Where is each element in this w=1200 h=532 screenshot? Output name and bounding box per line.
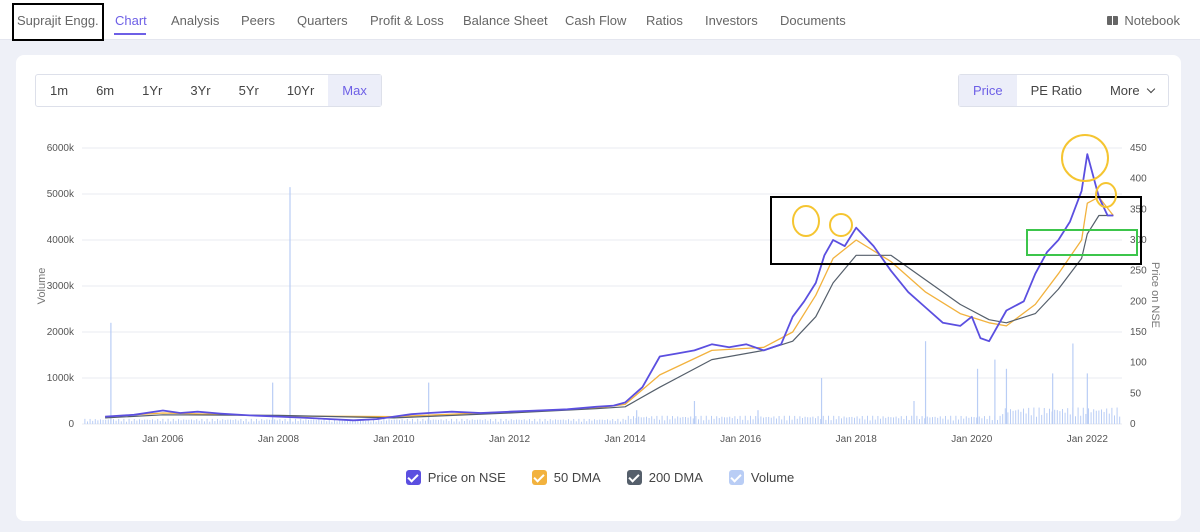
notebook-label: Notebook — [1124, 13, 1180, 28]
legend-label: 50 DMA — [553, 470, 601, 485]
tab-profit-loss[interactable]: Profit & Loss — [370, 13, 444, 28]
active-tab-indicator — [114, 33, 146, 35]
x-axis-ticks: Jan 2006 Jan 2008 Jan 2010 Jan 2012 Jan 2014… — [142, 434, 1108, 445]
x-tick-label: Jan 2020 — [951, 434, 993, 445]
checkbox-icon — [728, 470, 744, 485]
x-tick-label: Jan 2022 — [1067, 434, 1109, 445]
right-tick-label: 450 — [1130, 143, 1147, 154]
left-tick-label: 4000k — [47, 235, 75, 246]
x-tick-label: Jan 2018 — [836, 434, 878, 445]
x-tick-label: Jan 2012 — [489, 434, 531, 445]
chart-mode-selector: Price PE Ratio More — [958, 74, 1169, 107]
left-axis-title: Volume — [36, 268, 48, 305]
dma200-line — [105, 214, 1114, 419]
dma50-line — [105, 196, 1114, 418]
period-5yr[interactable]: 5Yr — [238, 83, 259, 98]
left-tick-label: 6000k — [47, 143, 75, 154]
left-tick-label: 3000k — [47, 281, 75, 292]
left-axis-ticks: 0 1000k 2000k 3000k 4000k 5000k 6000k — [47, 143, 75, 430]
right-axis-ticks: 0 50 100 150 200 250 300 350 400 450 — [1130, 143, 1147, 430]
top-navigation: Suprajit Engg. Chart Analysis Peers Quar… — [0, 0, 1200, 41]
right-tick-label: 150 — [1130, 327, 1147, 338]
notebook-link[interactable]: Notebook — [1107, 13, 1180, 28]
tab-investors[interactable]: Investors — [705, 13, 758, 28]
right-tick-label: 50 — [1130, 388, 1142, 399]
left-tick-label: 5000k — [47, 189, 75, 200]
left-tick-label: 0 — [68, 419, 74, 430]
price-line — [105, 153, 1114, 422]
grid-lines — [82, 147, 1122, 425]
tab-quarters[interactable]: Quarters — [297, 13, 348, 28]
period-max[interactable]: Max — [328, 75, 381, 106]
right-tick-label: 400 — [1130, 174, 1147, 185]
legend-label: Volume — [750, 470, 795, 485]
legend-volume[interactable]: Volume — [728, 470, 795, 485]
annotation-circle-2 — [829, 213, 853, 237]
annotation-black-box — [770, 196, 1142, 265]
annotation-circle-1 — [792, 205, 820, 237]
tab-chart[interactable]: Chart — [115, 13, 147, 28]
period-3yr[interactable]: 3Yr — [190, 83, 211, 98]
mode-pe-ratio[interactable]: PE Ratio — [1030, 83, 1082, 98]
x-tick-label: Jan 2006 — [142, 434, 184, 445]
tab-peers[interactable]: Peers — [241, 13, 275, 28]
checkbox-icon — [405, 470, 421, 485]
x-tick-label: Jan 2008 — [258, 434, 300, 445]
x-tick-label: Jan 2010 — [373, 434, 415, 445]
period-1m[interactable]: 1m — [50, 83, 69, 98]
tab-ratios[interactable]: Ratios — [646, 13, 683, 28]
company-name[interactable]: Suprajit Engg. — [12, 3, 104, 41]
x-tick-label: Jan 2014 — [605, 434, 647, 445]
tab-analysis[interactable]: Analysis — [171, 13, 220, 28]
chart-legend: Price on NSE 50 DMA 200 DMA Volume — [0, 470, 1200, 485]
left-tick-label: 2000k — [47, 327, 75, 338]
right-tick-label: 350 — [1130, 204, 1147, 215]
more-label: More — [1109, 83, 1140, 98]
period-1yr[interactable]: 1Yr — [142, 83, 163, 98]
right-tick-label: 0 — [1130, 419, 1136, 430]
legend-price[interactable]: Price on NSE — [405, 470, 506, 485]
right-tick-label: 300 — [1130, 235, 1147, 246]
annotation-green-box — [1026, 229, 1138, 256]
checkbox-icon — [531, 470, 547, 485]
legend-label: 200 DMA — [648, 470, 703, 485]
tab-balance-sheet[interactable]: Balance Sheet — [463, 13, 548, 28]
tab-cash-flow[interactable]: Cash Flow — [565, 13, 627, 28]
period-selector: 1m 6m 1Yr 3Yr 5Yr 10Yr Max — [35, 74, 382, 107]
book-icon — [1107, 16, 1119, 25]
series-lines — [105, 153, 1114, 422]
mode-price[interactable]: Price — [959, 75, 1017, 106]
tab-documents[interactable]: Documents — [780, 13, 846, 28]
legend-50dma[interactable]: 50 DMA — [531, 470, 601, 485]
annotation-circle-3 — [1061, 134, 1109, 182]
chart-card — [16, 55, 1181, 521]
period-10yr[interactable]: 10Yr — [286, 83, 315, 98]
x-tick-label: Jan 2016 — [720, 434, 762, 445]
right-tick-label: 100 — [1130, 358, 1147, 369]
left-tick-label: 1000k — [47, 373, 75, 384]
checkbox-icon — [626, 470, 642, 485]
right-tick-label: 250 — [1130, 266, 1147, 277]
period-6m[interactable]: 6m — [96, 83, 115, 98]
legend-label: Price on NSE — [427, 470, 506, 485]
mode-more[interactable]: More — [1096, 75, 1168, 106]
annotation-circle-4 — [1095, 182, 1117, 208]
right-axis-title: Price on NSE — [1149, 262, 1161, 328]
right-tick-label: 200 — [1130, 296, 1147, 307]
legend-200dma[interactable]: 200 DMA — [626, 470, 703, 485]
volume-bars — [84, 187, 1121, 424]
